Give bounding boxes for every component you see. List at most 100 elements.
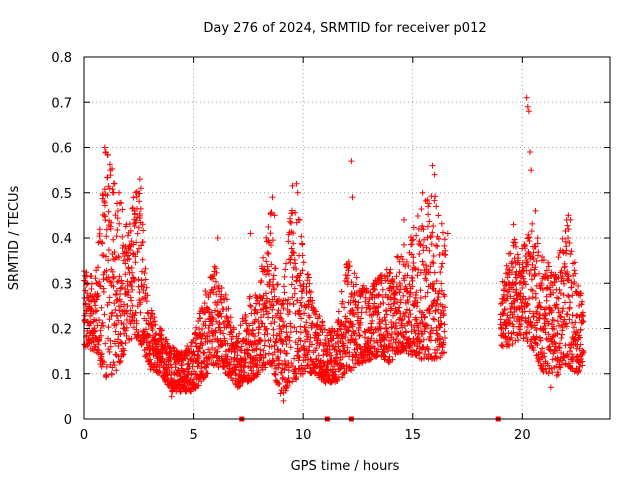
data-point <box>539 345 546 352</box>
data-point <box>525 314 532 321</box>
data-point <box>506 336 513 343</box>
data-point <box>281 366 288 373</box>
data-point <box>419 258 426 265</box>
data-point <box>555 344 562 351</box>
data-point <box>430 223 437 230</box>
data-point <box>400 333 407 340</box>
data-point <box>179 356 186 363</box>
data-point <box>188 388 195 395</box>
data-point <box>228 336 235 343</box>
data-point <box>103 233 110 240</box>
data-point <box>98 363 105 370</box>
data-point <box>432 193 439 200</box>
data-point <box>355 324 362 331</box>
data-point <box>213 318 220 325</box>
data-point <box>132 259 139 266</box>
data-point <box>114 215 121 222</box>
data-point <box>157 326 164 333</box>
data-point <box>562 227 569 234</box>
data-point <box>168 393 175 400</box>
data-point <box>577 334 584 341</box>
data-point <box>303 283 310 290</box>
data-point <box>578 290 585 297</box>
data-point <box>296 277 303 284</box>
data-point <box>339 343 346 350</box>
data-point <box>270 302 277 309</box>
data-point <box>108 371 115 378</box>
data-point <box>290 230 297 237</box>
data-point <box>537 362 544 369</box>
data-point <box>139 268 146 275</box>
data-point <box>392 339 399 346</box>
data-point <box>270 276 277 283</box>
data-point <box>262 290 269 297</box>
data-point <box>304 336 311 343</box>
data-point <box>431 280 438 287</box>
data-point <box>152 331 159 338</box>
data-point <box>527 267 534 274</box>
data-point <box>130 275 137 282</box>
data-point <box>436 333 443 340</box>
data-point <box>440 310 447 317</box>
data-point <box>524 103 531 110</box>
data-point <box>510 221 517 228</box>
data-point <box>517 290 524 297</box>
data-point <box>545 263 552 270</box>
data-point <box>415 266 422 273</box>
data-point <box>164 340 171 347</box>
data-point <box>514 274 521 281</box>
data-point <box>133 239 140 246</box>
data-point <box>123 324 130 331</box>
data-point <box>254 309 261 316</box>
data-point <box>119 233 126 240</box>
data-point <box>105 247 112 254</box>
data-point <box>348 279 355 286</box>
data-point <box>84 290 91 297</box>
data-point <box>248 303 255 310</box>
data-point <box>110 236 117 243</box>
data-point <box>528 228 535 235</box>
data-point <box>206 322 213 329</box>
data-point <box>284 350 291 357</box>
data-point <box>246 293 253 300</box>
data-point <box>509 258 516 265</box>
data-point <box>340 362 347 369</box>
data-point <box>237 367 244 374</box>
data-point <box>263 325 270 332</box>
data-point <box>547 384 554 391</box>
data-point <box>261 331 268 338</box>
data-point <box>293 219 300 226</box>
data-point <box>562 299 569 306</box>
data-point <box>218 299 225 306</box>
data-point <box>440 349 447 356</box>
data-point <box>275 353 282 360</box>
y-tick-label: 0.6 <box>51 142 72 157</box>
data-point <box>101 359 108 366</box>
data-point <box>513 286 520 293</box>
data-point <box>125 264 132 271</box>
data-point <box>275 307 282 314</box>
data-point <box>343 315 350 322</box>
data-point <box>231 367 238 374</box>
data-point <box>565 212 572 219</box>
data-point <box>529 220 536 227</box>
data-point <box>429 229 436 236</box>
data-point <box>272 265 279 272</box>
data-point <box>433 330 440 337</box>
data-point <box>98 332 105 339</box>
data-point <box>122 271 129 278</box>
data-point <box>517 323 524 330</box>
data-point <box>94 293 101 300</box>
data-point <box>342 334 349 341</box>
data-point <box>105 346 112 353</box>
data-point <box>256 300 263 307</box>
data-point <box>257 336 264 343</box>
data-point <box>273 332 280 339</box>
data-point <box>143 298 150 305</box>
data-point <box>381 336 388 343</box>
data-point <box>107 278 114 285</box>
data-point <box>88 285 95 292</box>
data-point <box>545 275 552 282</box>
data-point <box>313 345 320 352</box>
data-point <box>389 275 396 282</box>
